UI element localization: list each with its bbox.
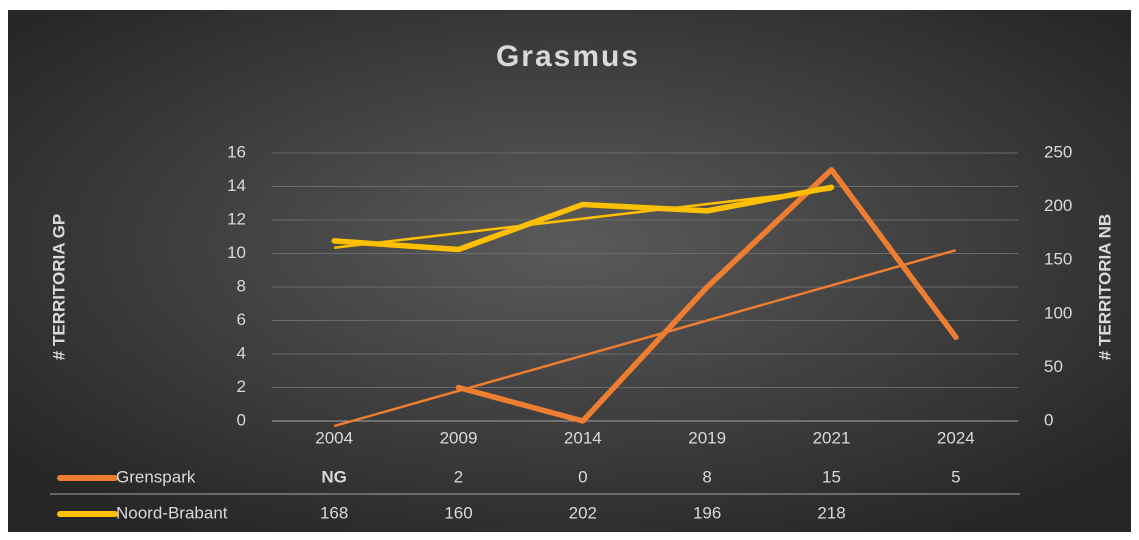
x-tick-label: 2019	[688, 428, 726, 447]
series-line	[455, 167, 959, 424]
x-tick-label: 2009	[440, 428, 478, 447]
x-tick-label: 2024	[937, 428, 975, 447]
legend-label: Grenspark	[116, 467, 196, 486]
y2-tick-label: 200	[1044, 196, 1072, 215]
y-tick-label: 14	[227, 176, 246, 195]
x-tick-label: 2014	[564, 428, 602, 447]
table-value: 8	[702, 467, 711, 486]
y-tick-label: 2	[237, 377, 246, 396]
chart-title: Grasmus	[496, 40, 640, 73]
series-line	[331, 184, 835, 253]
y-tick-label: 12	[227, 209, 246, 228]
table-value: NG	[321, 467, 347, 486]
chart-background	[8, 10, 1131, 532]
y2-tick-label: 50	[1044, 357, 1063, 376]
table-value: 15	[822, 467, 841, 486]
y-tick-label: 8	[237, 276, 246, 295]
legend-label: Noord-Brabant	[116, 503, 228, 522]
y2-tick-label: 250	[1044, 142, 1072, 161]
table-value: 218	[817, 503, 845, 522]
y2-tick-label: 150	[1044, 250, 1072, 269]
table-value: 202	[569, 503, 597, 522]
y-tick-label: 10	[227, 243, 246, 262]
table-value: 5	[951, 467, 960, 486]
y-tick-label: 6	[237, 310, 246, 329]
trendline	[333, 248, 957, 428]
y2-axis-label: # TERRITORIA NB	[1095, 214, 1114, 360]
y-tick-label: 0	[237, 410, 246, 429]
table-value: 160	[444, 503, 472, 522]
y-tick-label: 16	[227, 142, 246, 161]
y-axis-label: # TERRITORIA GP	[49, 214, 68, 360]
table-value: 168	[320, 503, 348, 522]
table-value: 0	[578, 467, 587, 486]
x-tick-label: 2021	[813, 428, 851, 447]
y2-tick-label: 0	[1044, 410, 1053, 429]
table-value: 2	[454, 467, 463, 486]
y2-tick-label: 100	[1044, 303, 1072, 322]
y-tick-label: 4	[237, 343, 246, 362]
table-value: 196	[693, 503, 721, 522]
x-tick-label: 2004	[315, 428, 353, 447]
trendline	[334, 188, 832, 250]
